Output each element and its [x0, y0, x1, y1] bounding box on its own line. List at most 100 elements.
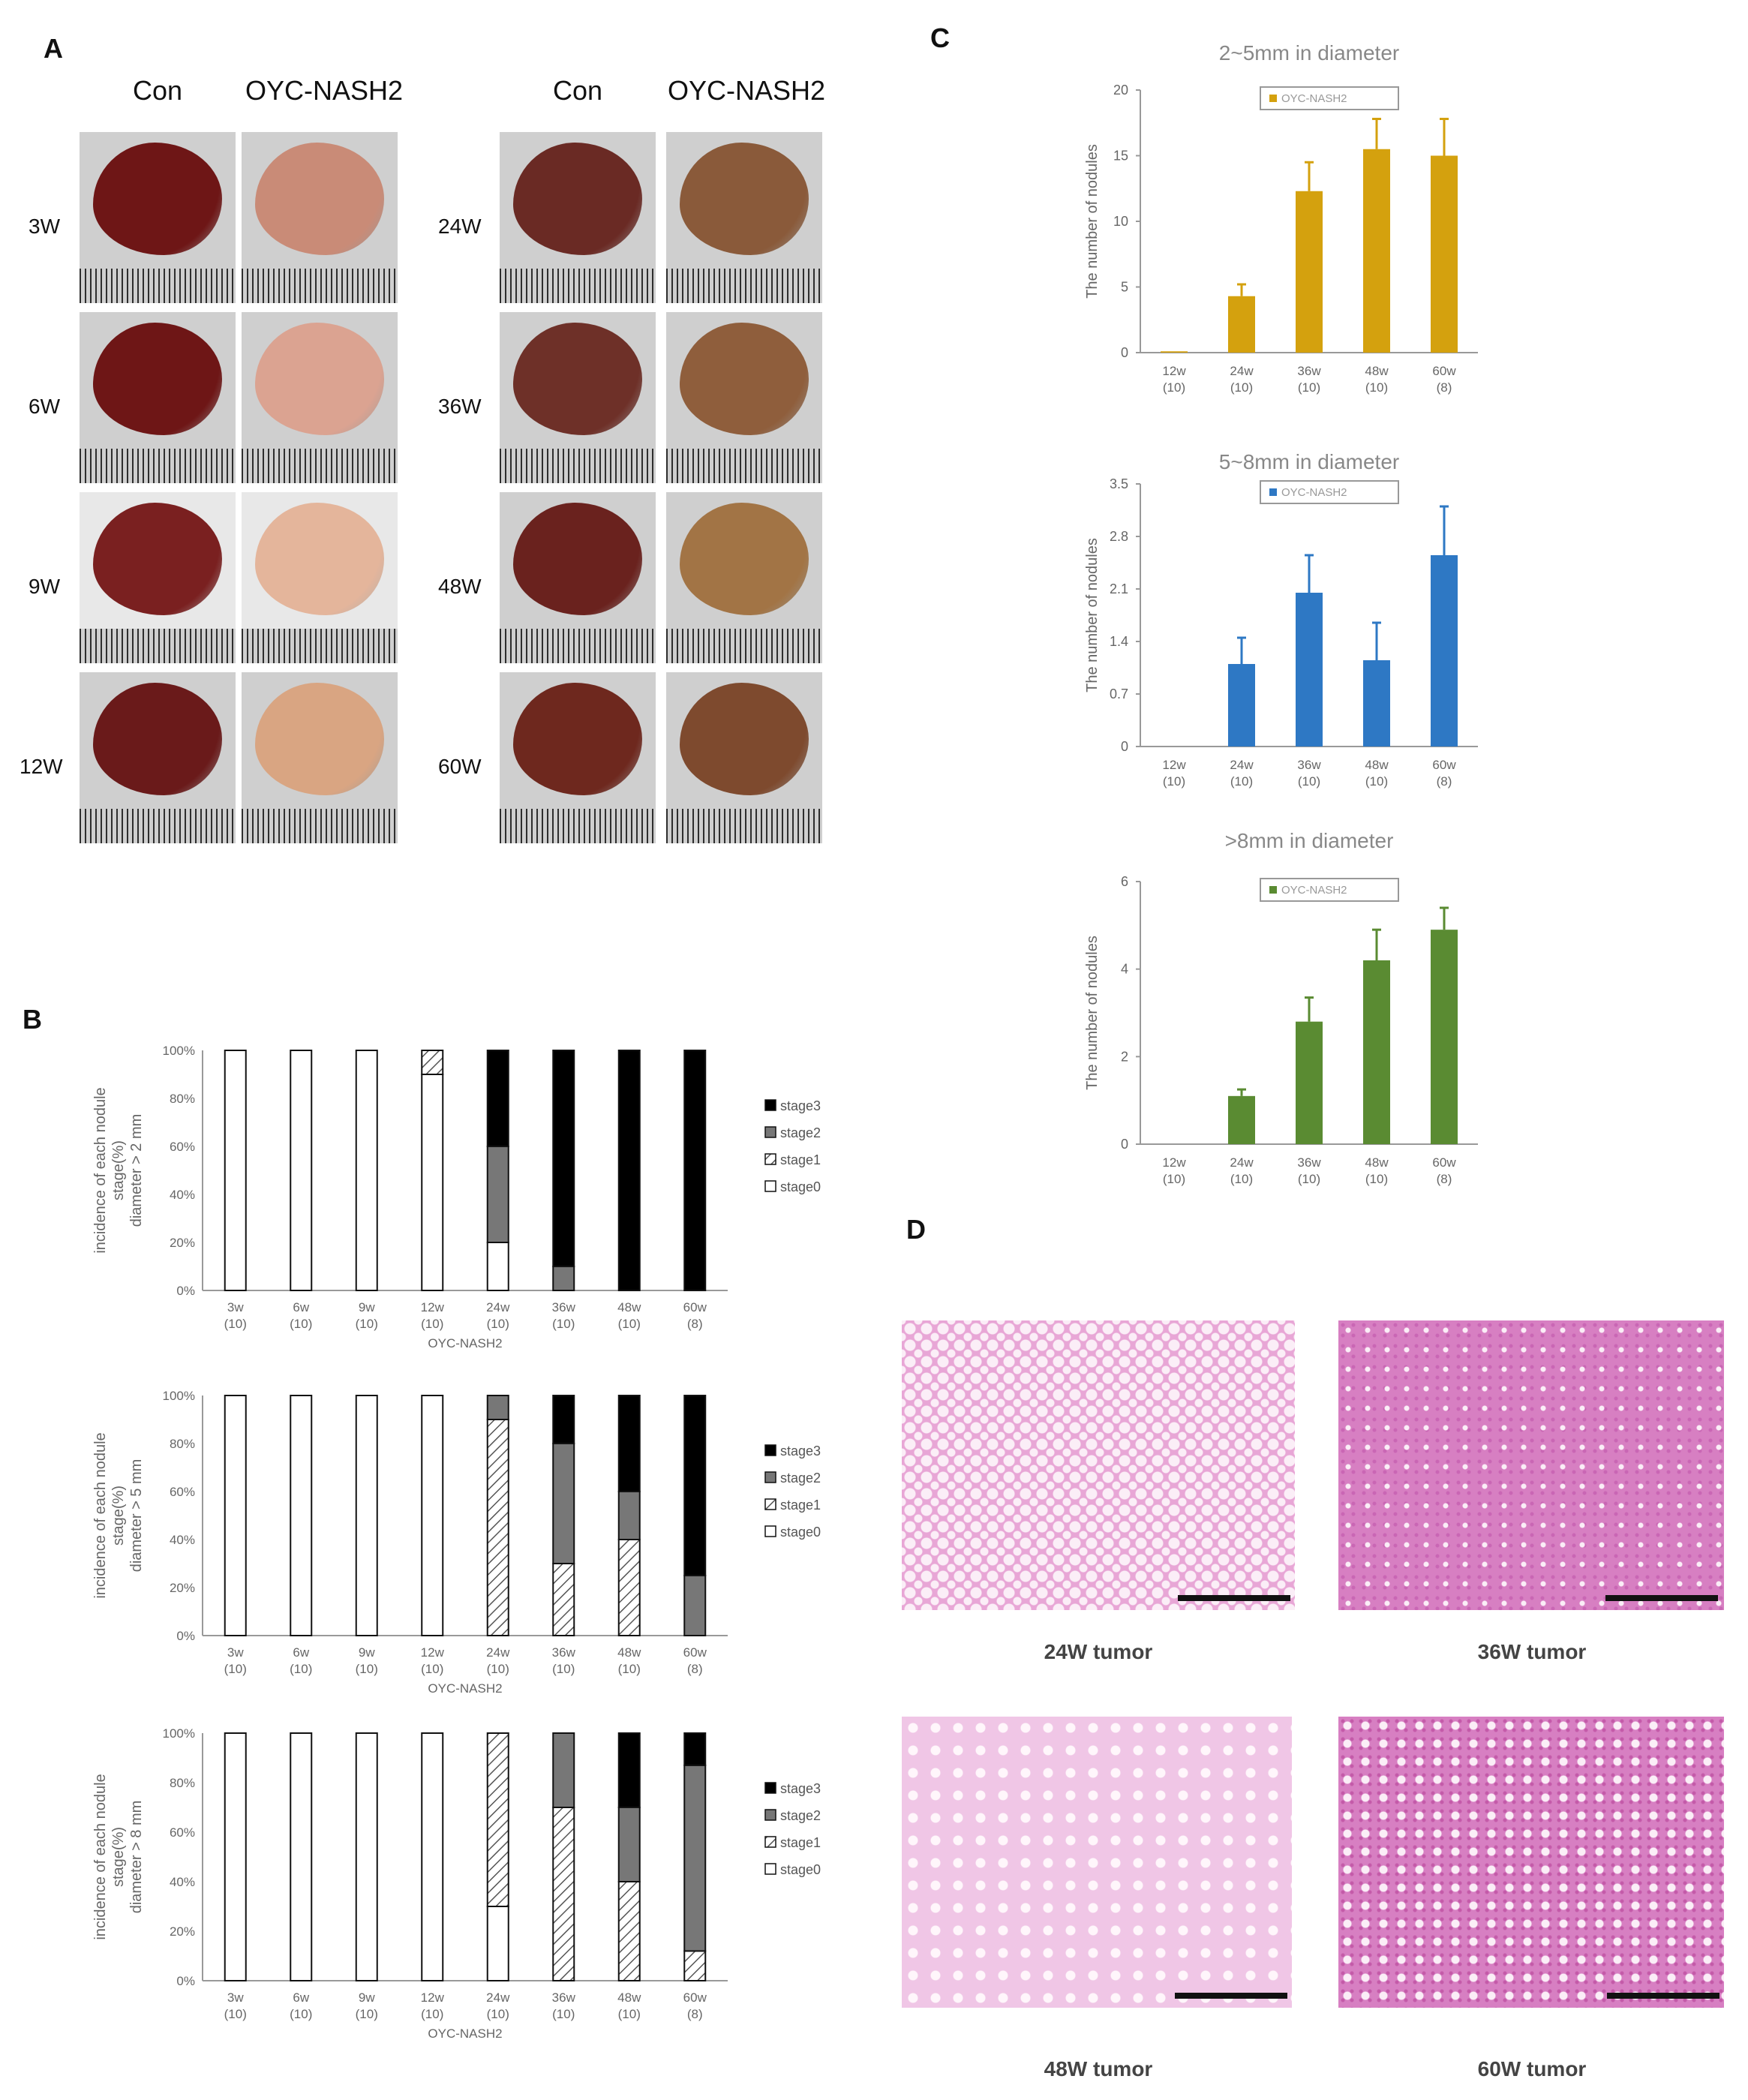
x-tick-label: 48w [1365, 364, 1389, 378]
liver-specimen [513, 683, 642, 795]
liver-photo [80, 132, 236, 303]
x-tick-label: 48w [1365, 1155, 1389, 1170]
x-tick-label: 36w [552, 1990, 576, 2005]
y-axis-label: The number of nodules [1084, 936, 1101, 1090]
col-head-nash-right: OYC-NASH2 [667, 75, 826, 106]
liver-photo [80, 672, 236, 843]
x-tick-label: 60w [1432, 364, 1456, 378]
panel-a-letter: A [44, 33, 63, 64]
bar [1363, 149, 1390, 353]
stage-chart-b1: incidence of each nodule stage(%) diameter… [92, 1044, 821, 1350]
y-tick-label: 0 [1121, 1137, 1128, 1152]
x-tick-label: 60w [683, 1990, 707, 2005]
histology-24w [902, 1320, 1295, 1610]
x-tick-label: 3w [227, 1645, 244, 1660]
x-tick-n: (10) [487, 2007, 509, 2021]
panel-b-stage-charts: incidence of each nodule stage(%) diameter… [92, 1044, 821, 2041]
x-tick-label: 48w [617, 1300, 641, 1314]
liver-photo [500, 672, 656, 843]
x-tick-n: (10) [552, 2007, 575, 2021]
bar [1296, 191, 1323, 353]
bar-stage0 [224, 1732, 247, 1981]
bar-stage3 [552, 1395, 575, 1444]
y-tick-label: 0% [176, 1284, 195, 1298]
row-label-48w: 48W [438, 575, 482, 598]
bar-stage1 [617, 1881, 641, 1981]
x-tick-label: 36w [1297, 1155, 1321, 1170]
bar-stage2 [617, 1491, 641, 1540]
bar-stage0 [290, 1732, 313, 1981]
liver-specimen [513, 503, 642, 615]
bar [1228, 664, 1255, 747]
legend-swatch-stage3 [764, 1444, 776, 1456]
panel-c-letter: C [930, 23, 950, 53]
liver-specimen [93, 143, 222, 255]
liver-photo [242, 312, 398, 483]
x-tick-n: (10) [356, 1662, 378, 1676]
bar-stage3 [683, 1050, 707, 1291]
bar-stage1 [486, 1732, 509, 1907]
caption-24w-tumor: 24W tumor [1044, 1640, 1153, 1663]
x-tick-n: (10) [552, 1662, 575, 1676]
legend-swatch [1269, 886, 1277, 894]
liver-photo [242, 672, 398, 843]
scale-bar [1607, 1993, 1719, 1999]
ruler-scale [500, 629, 656, 663]
x-tick-n: (10) [356, 1317, 378, 1331]
legend-label-stage1: stage1 [780, 1835, 821, 1850]
ruler-scale [80, 809, 236, 843]
x-tick-n: (8) [1437, 774, 1452, 789]
bar-stage3 [683, 1395, 707, 1576]
col-head-con-right: Con [552, 75, 603, 106]
x-tick-label: 36w [552, 1300, 576, 1314]
x-tick-label: 24w [1230, 758, 1254, 772]
x-tick-label: 3w [227, 1990, 244, 2005]
x-tick-label: 6w [293, 1300, 309, 1314]
ruler-scale [80, 629, 236, 663]
x-tick-n: (10) [290, 1662, 312, 1676]
bar-stage0 [224, 1395, 247, 1636]
legend-swatch-stage1 [764, 1153, 776, 1165]
y-tick-label: 20% [170, 1236, 195, 1250]
nodule-chart-c3: >8mm in diameter OYC-NASH2 The number of n… [1084, 829, 1478, 1186]
y-tick-label: 60% [170, 1140, 195, 1154]
ruler-scale [80, 269, 236, 303]
ruler-scale [500, 809, 656, 843]
ruler-scale [80, 449, 236, 483]
bar-stage1 [683, 1950, 707, 1982]
ruler-scale [666, 629, 822, 663]
row-label-6w: 6W [29, 395, 60, 418]
caption-36w-tumor: 36W tumor [1477, 1640, 1587, 1663]
liver-specimen [680, 323, 809, 435]
ruler-scale [242, 809, 398, 843]
y-tick-label: 80% [170, 1092, 195, 1106]
x-tick-label: 60w [1432, 758, 1456, 772]
bar [1296, 1021, 1323, 1144]
x-tick-label: 60w [1432, 1155, 1456, 1170]
row-label-3w: 3W [29, 215, 60, 238]
x-tick-label: 9w [359, 1990, 375, 2005]
y-tick-label: 5 [1121, 280, 1128, 295]
y-tick-label: 100% [163, 1044, 195, 1058]
liver-photo [666, 312, 822, 483]
liver-specimen [255, 323, 384, 435]
y-tick-label: 20 [1113, 83, 1128, 98]
chart-title: 5~8mm in diameter [1219, 450, 1399, 473]
x-tick-n: (8) [687, 1317, 703, 1331]
y-tick-label: 20% [170, 1581, 195, 1595]
x-axis-label: OYC-NASH2 [428, 1336, 502, 1350]
legend-swatch-stage0 [764, 1863, 776, 1875]
x-axis-label: OYC-NASH2 [428, 2026, 502, 2041]
bar-stage3 [617, 1732, 641, 1808]
legend-label: OYC-NASH2 [1281, 884, 1347, 897]
bar-stage2 [486, 1146, 509, 1243]
y-tick-label: 80% [170, 1437, 195, 1451]
x-tick-label: 60w [683, 1300, 707, 1314]
x-axis-label: OYC-NASH2 [428, 1681, 502, 1696]
histology-48w [902, 1717, 1292, 2008]
y-axis-label: diameter > 8 mm [128, 1801, 145, 1914]
x-tick-n: (10) [290, 2007, 312, 2021]
panel-d-letter: D [906, 1214, 926, 1245]
legend-swatch-stage3 [764, 1099, 776, 1111]
col-head-con-left: Con [132, 75, 183, 106]
